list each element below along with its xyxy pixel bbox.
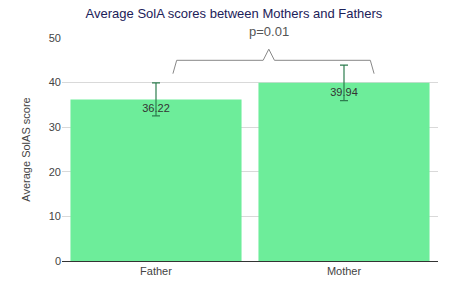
svg-text:Father: Father: [140, 265, 172, 277]
svg-text:36.22: 36.22: [142, 102, 170, 114]
svg-text:30: 30: [49, 121, 61, 133]
svg-text:10: 10: [49, 210, 61, 222]
svg-text:50: 50: [49, 32, 61, 44]
svg-text:p=0.01: p=0.01: [249, 24, 289, 39]
svg-text:Average SolA scores between Mo: Average SolA scores between Mothers and …: [86, 6, 383, 21]
svg-text:Average SolAS score: Average SolAS score: [20, 97, 32, 201]
svg-text:Mother: Mother: [327, 265, 362, 277]
svg-text:40: 40: [49, 76, 61, 88]
svg-text:20: 20: [49, 166, 61, 178]
svg-text:0: 0: [55, 255, 61, 267]
svg-text:39.94: 39.94: [330, 86, 358, 98]
